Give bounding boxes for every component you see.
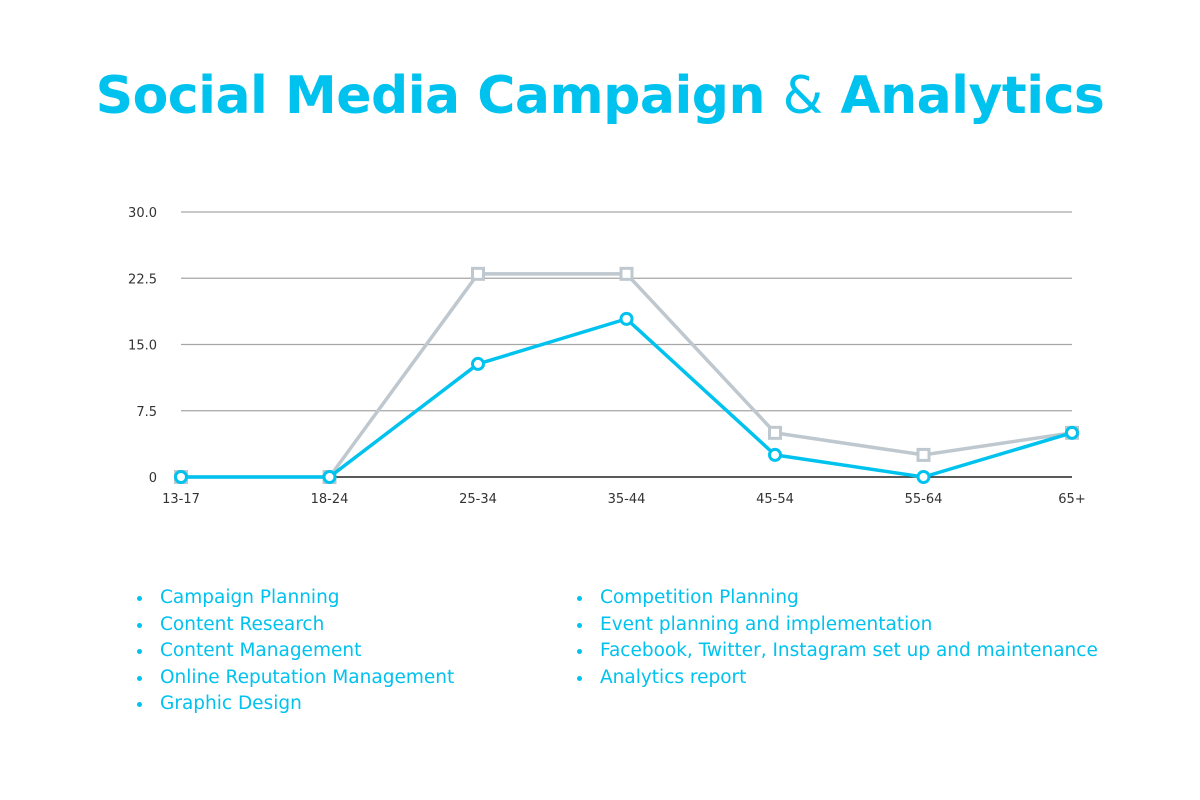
series-2-point [619, 311, 634, 326]
y-tick-label: 15.0 [128, 339, 157, 354]
x-tick-label: 55-64 [905, 492, 943, 507]
bullet-icon [577, 649, 582, 654]
series-1-line [179, 272, 1074, 479]
list-item-label: Event planning and implementation [600, 613, 933, 635]
services-list-right: Competition Planning Event planning and … [574, 585, 1098, 691]
list-item: Competition Planning [574, 585, 1098, 612]
list-item-label: Analytics report [600, 666, 747, 688]
series-2-point [1065, 425, 1079, 440]
bullet-icon [137, 675, 142, 681]
series-1-point [916, 447, 931, 462]
list-item: Facebook, Twitter, Instagram set up and … [574, 638, 1098, 665]
series-1-point [768, 425, 782, 440]
page-title: Social Media Campaign & Analytics [0, 58, 1200, 134]
x-tick-label: 35-44 [608, 492, 646, 507]
bullet-icon [577, 622, 582, 628]
list-item-label: Content Management [160, 640, 362, 661]
y-tick-label: 22.5 [128, 272, 157, 287]
list-item-label: Competition Planning [600, 587, 799, 608]
bullet-icon [577, 596, 582, 601]
services-list-left: Campaign Planning Content Research Conte… [134, 585, 454, 718]
list-item: Campaign Planning [134, 585, 454, 612]
bullet-icon [137, 702, 142, 707]
y-tick-label: 30.0 [128, 206, 157, 221]
title-main: Social Media Campaign [95, 66, 766, 126]
list-item-label: Online Reputation Management [160, 666, 455, 688]
series-1-point [619, 266, 634, 281]
x-tick-label: 25-34 [459, 492, 497, 507]
bullet-icon [137, 649, 142, 654]
series-2-point [174, 470, 188, 484]
x-tick-label: 18-24 [311, 492, 349, 507]
list-item: Graphic Design [134, 691, 454, 718]
bullet-icon [137, 622, 142, 628]
list-item: Event planning and implementation [574, 612, 1098, 639]
line-chart: 30.0 22.5 15.0 7.5 0 13-17 18-24 25-34 35-44 45-5… [128, 206, 1086, 507]
list-item-label: Graphic Design [160, 693, 302, 714]
list-item: Content Management [134, 638, 454, 665]
x-tick-label: 45-54 [756, 492, 794, 507]
bullet-icon [137, 596, 142, 601]
list-item: Content Research [134, 612, 454, 639]
series-2-point [471, 356, 485, 371]
list-item-label: Facebook, Twitter, Instagram set up and … [600, 640, 1098, 661]
x-tick-label: 65+ [1058, 492, 1085, 507]
list-item: Analytics report [574, 665, 1098, 692]
series-1-point [471, 266, 485, 281]
bullet-icon [577, 675, 582, 681]
list-item: Online Reputation Management [134, 665, 454, 692]
series-2-point [322, 470, 337, 484]
x-tick-label: 13-17 [162, 492, 200, 507]
series-2-point [916, 470, 931, 484]
y-tick-label: 7.5 [136, 405, 157, 420]
series-2-point [768, 447, 782, 462]
title-analytics: Analytics [840, 66, 1105, 126]
title-ampersand: & [782, 66, 824, 126]
list-item-label: Campaign Planning [160, 587, 340, 608]
y-tick-label: 0 [149, 471, 157, 486]
list-item-label: Content Research [160, 613, 325, 635]
